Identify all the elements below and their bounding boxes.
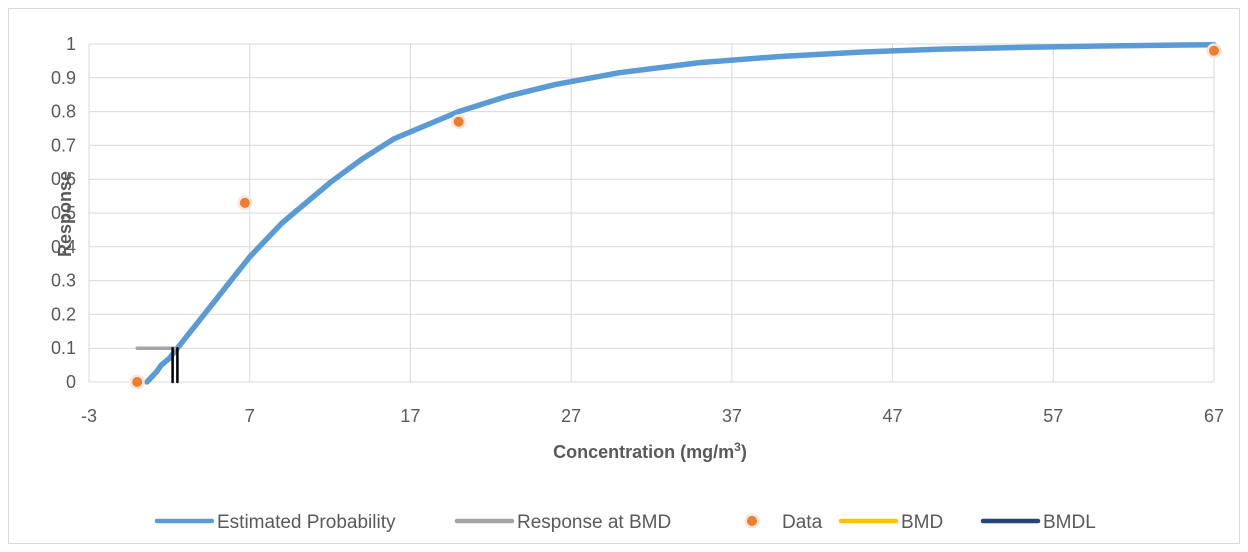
legend-item-response-at-bmd: Response at BMD <box>454 512 671 533</box>
response-chart: 0 0.1 0.2 0.3 0.4 0.5 0.6 0.7 0.8 0.9 1 -3 7 17 27 37 4… <box>51 34 1224 533</box>
y-tick-label: 0.9 <box>51 68 76 88</box>
legend-swatch <box>747 516 757 526</box>
y-tick-label: 0.5 <box>51 203 76 223</box>
x-axis-title-superscript: 3 <box>734 440 741 454</box>
y-tick-label: 1 <box>66 34 76 54</box>
data-point <box>453 116 464 127</box>
x-tick-label: 67 <box>1204 406 1224 426</box>
legend-label: Data <box>782 512 823 533</box>
x-tick-label: 37 <box>722 406 742 426</box>
legend-label: Estimated Probability <box>217 512 396 533</box>
legend-item-data: Data <box>744 512 823 533</box>
series-line-estimated-probability <box>144 41 1217 385</box>
legend-item-bmd: BMD <box>838 512 943 533</box>
legend-label: Response at BMD <box>517 512 671 533</box>
y-tick-label: 0.1 <box>51 338 76 358</box>
data-point <box>1209 45 1219 56</box>
y-axis-title: Response <box>55 171 75 257</box>
legend-item-bmdl: BMDL <box>980 512 1096 533</box>
y-tick-label: 0.8 <box>51 102 76 122</box>
series-marks <box>129 41 1222 390</box>
x-tick-label: -3 <box>81 406 97 426</box>
y-tick-label: 0.2 <box>51 304 76 324</box>
legend-label: BMDL <box>1043 512 1096 533</box>
legend: Estimated Probability Response at BMD Data… <box>154 512 1096 533</box>
y-tick-label: 0 <box>66 372 76 392</box>
data-point <box>132 377 143 387</box>
x-axis-title-main: Concentration (mg/m <box>553 442 734 462</box>
x-tick-label: 27 <box>561 406 581 426</box>
legend-label: BMD <box>901 512 943 533</box>
x-axis-title: Concentration (mg/m3) <box>553 440 747 462</box>
gridlines <box>88 43 1215 383</box>
chart-area: 0 0.1 0.2 0.3 0.4 0.5 0.6 0.7 0.8 0.9 1 -3 7 17 27 37 4… <box>8 8 1240 544</box>
x-axis-title-end: ) <box>741 442 747 462</box>
y-axis-ticks: 0 0.1 0.2 0.3 0.4 0.5 0.6 0.7 0.8 0.9 1 <box>51 34 76 392</box>
x-tick-label: 17 <box>400 406 420 426</box>
x-axis-ticks: -3 7 17 27 37 47 57 67 <box>81 406 1224 426</box>
y-tick-label: 0.4 <box>51 237 76 257</box>
legend-item-estimated-probability: Estimated Probability <box>154 512 396 533</box>
x-tick-label: 47 <box>883 406 903 426</box>
data-point <box>239 197 250 208</box>
y-tick-label: 0.3 <box>51 271 76 291</box>
x-tick-label: 7 <box>245 406 255 426</box>
x-tick-label: 57 <box>1043 406 1063 426</box>
y-tick-label: 0.6 <box>51 169 76 189</box>
y-tick-label: 0.7 <box>51 135 76 155</box>
